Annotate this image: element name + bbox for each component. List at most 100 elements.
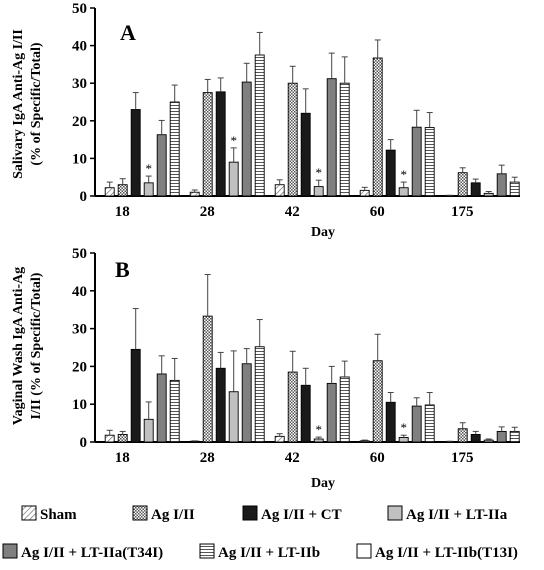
y-axis-label-a-line2: (% of Specific/Total): [29, 42, 44, 165]
bar-ag-lt2a-t34i: [326, 78, 337, 197]
bar-ag: [117, 184, 128, 197]
panel-label-b: B: [115, 257, 130, 282]
y-axis-label-b-line2: I/II (% of Specific/Total): [29, 272, 44, 419]
x-tick-label: 175: [451, 204, 474, 220]
x-axis-label-a: Day: [311, 225, 335, 240]
legend-item-ag-lt2b: Ag I/II + LT-IIb: [199, 543, 320, 561]
bar-ag-lt2a-t34i: [241, 81, 252, 197]
bar-ag-lt2a-t34i: [156, 134, 167, 197]
y-tick-label: 30: [72, 322, 87, 338]
bar-ag-ct: [215, 91, 226, 197]
legend-swatch-ag: [132, 505, 148, 521]
x-tick-label: 18: [115, 450, 130, 466]
bar-ag-lt2b: [169, 379, 180, 443]
bar-ag-lt2b: [339, 82, 350, 197]
x-tick-label: 42: [285, 450, 300, 466]
bar-ag-lt2a-t34i: [156, 373, 167, 443]
significance-mark: *: [315, 165, 322, 180]
legend-swatch-ag-lt2a-t34i: [2, 543, 18, 559]
panel-label-a: A: [120, 20, 136, 45]
y-axis-label-a-line1: Salivary IgA Anti-Ag I/II: [11, 29, 26, 179]
legend-label-ag-lt2b: Ag I/II + LT-IIb: [218, 545, 320, 561]
bar-ag-lt2b: [424, 404, 435, 443]
x-tick-label: 42: [285, 204, 300, 220]
bar-ag: [202, 315, 213, 443]
bar-ag-ct: [385, 401, 396, 443]
y-tick-label: 10: [72, 151, 87, 167]
bar-ag-lt2a-t34i: [241, 363, 252, 443]
bar-ag: [287, 82, 298, 197]
legend-item-ag: Ag I/II: [132, 505, 195, 523]
bar-ag-lt2a: [398, 437, 409, 443]
significance-mark: *: [145, 161, 152, 176]
bar-ag-lt2b: [509, 181, 520, 197]
y-tick-label: 0: [80, 435, 88, 451]
panel-b: B Vaginal Wash IgA Anti-Ag I/II (% of Sp…: [11, 246, 520, 491]
bar-ag-ct: [130, 348, 141, 443]
bar-ag-lt2a: [483, 192, 494, 197]
legend-label-ag-ct: Ag I/II + CT: [261, 507, 342, 523]
bar-ag-ct: [130, 109, 141, 197]
bar-ag-lt2b: [339, 376, 350, 443]
bar-ag-lt2a: [483, 439, 494, 443]
y-tick-label: 40: [72, 284, 87, 300]
legend: Sham Ag I/II Ag I/II + CT Ag I/II + LT-I…: [2, 505, 518, 561]
bar-ag-lt2a: [143, 182, 154, 197]
y-tick-label: 50: [72, 1, 87, 17]
legend-item-ag-lt2b-t13i: Ag I/II + LT-IIb(T13I): [356, 543, 518, 561]
bar-ag: [202, 92, 213, 197]
legend-swatch-sham: [21, 505, 37, 521]
x-tick-label: 60: [370, 204, 385, 220]
x-tick-label: 28: [200, 204, 215, 220]
legend-swatch-ag-lt2b-t13i: [356, 543, 372, 559]
legend-item-ag-lt2a: Ag I/II + LT-IIa: [387, 505, 508, 523]
legend-label-ag: Ag I/II: [151, 507, 195, 523]
bar-ag-lt2a-t34i: [496, 173, 507, 197]
bar-ag-lt2a: [398, 187, 409, 197]
bar-ag-ct: [215, 367, 226, 443]
y-tick-label: 20: [72, 359, 87, 375]
bar-ag-lt2a-t34i: [496, 430, 507, 443]
bar-ag: [117, 433, 128, 443]
bar-ag-lt2a-t34i: [411, 405, 422, 443]
x-tick-label: 60: [370, 450, 385, 466]
legend-swatch-ag-lt2b: [199, 543, 215, 559]
x-tick-label: 175: [451, 450, 474, 466]
x-tick-label: 28: [200, 450, 215, 466]
bar-ag: [457, 428, 468, 443]
legend-label-ag-lt2a-t34i: Ag I/II + LT-IIa(T34I): [21, 545, 163, 561]
bar-ag: [287, 371, 298, 443]
significance-mark: *: [400, 420, 407, 435]
y-tick-label: 30: [72, 76, 87, 92]
bar-sham: [274, 184, 285, 197]
y-tick-label: 0: [80, 189, 88, 205]
significance-mark: *: [230, 133, 237, 148]
bar-ag-lt2a-t34i: [326, 382, 337, 443]
legend-item-ag-lt2a-t34i: Ag I/II + LT-IIa(T34I): [2, 543, 163, 561]
bar-ag-ct: [470, 433, 481, 443]
legend-item-ag-ct: Ag I/II + CT: [242, 505, 342, 523]
y-axis-label-b-line1: Vaginal Wash IgA Anti-Ag: [11, 267, 26, 425]
bar-ag-lt2b: [424, 127, 435, 197]
legend-label-ag-lt2b-t13i: Ag I/II + LT-IIb(T13I): [375, 545, 518, 561]
bar-ag-lt2b: [169, 101, 180, 197]
bar-ag-lt2a: [313, 438, 324, 443]
bar-ag-lt2a: [143, 418, 154, 443]
bar-sham: [274, 435, 285, 443]
bar-sham: [359, 440, 370, 443]
panel-a: A Salivary IgA Anti-Ag I/II (% of Specif…: [11, 1, 520, 240]
y-tick-label: 40: [72, 39, 87, 55]
bar-ag-lt2a: [228, 161, 239, 197]
y-tick-label: 10: [72, 397, 87, 413]
legend-label-sham: Sham: [40, 507, 77, 523]
x-tick-label: 18: [115, 204, 130, 220]
bar-sham: [104, 187, 115, 197]
legend-item-sham: Sham: [21, 505, 77, 523]
bar-sham: [359, 189, 370, 197]
bar-ag: [457, 172, 468, 197]
bar-ag-lt2a: [228, 391, 239, 443]
bar-ag-ct: [300, 384, 311, 443]
bar-sham: [189, 191, 200, 197]
x-axis-label-b: Day: [311, 476, 335, 491]
